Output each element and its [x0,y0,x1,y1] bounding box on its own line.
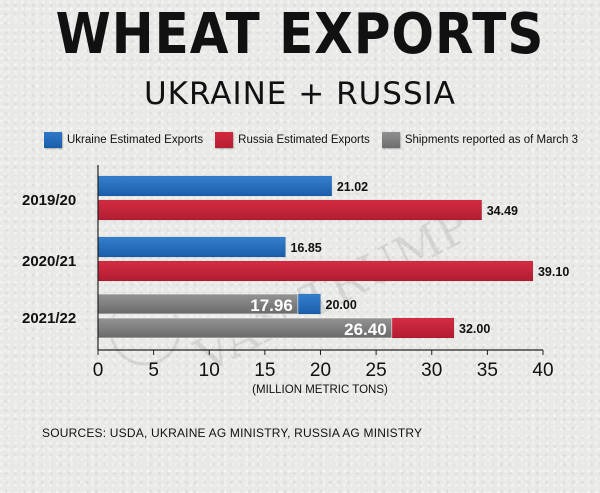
data-label: 32.00 [459,322,490,336]
bar-ukraine [97,175,333,197]
sources-note: SOURCES: USDA, UKRAINE AG MINISTRY, RUSS… [42,426,423,440]
data-label: 34.49 [487,204,518,218]
x-tick-label: 20 [310,360,331,381]
legend-swatch-shipments [381,132,400,148]
chart-title: WHEAT EXPORTS [55,1,545,67]
x-tick-label: 25 [366,360,387,381]
shipments-label: 26.40 [344,320,387,339]
legend-swatch-russia [215,132,234,148]
category-label: 2019/20 [22,192,76,209]
legend-item-russia: Russia Estimated Exports [215,132,370,148]
category-label: 2020/21 [22,253,76,270]
legend: Ukraine Estimated Exports Russia Estimat… [44,132,590,148]
x-tick-label: 30 [421,360,442,381]
x-tick-label: 40 [532,360,553,381]
bar-russia [97,260,534,282]
x-tick-label: 5 [148,360,159,381]
legend-swatch-ukraine [44,132,62,148]
x-tick-label: 10 [199,360,220,381]
legend-label-ukraine: Ukraine Estimated Exports [67,134,204,146]
x-tick-label: 0 [93,360,104,381]
data-label: 20.00 [326,298,357,312]
x-tick-label: 35 [477,360,498,381]
legend-item-shipments: Shipments reported as of March 3 [381,132,579,148]
data-label: 39.10 [538,265,569,279]
category-label: 2021/22 [22,310,76,327]
watermark: VAN TRUMP [109,198,479,383]
legend-item-ukraine: Ukraine Estimated Exports [44,132,203,148]
watermark-text: VAN TRUMP [186,198,479,383]
x-tick-label: 15 [254,360,275,381]
x-axis-title: (MILLION METRIC TONS) [252,384,388,396]
legend-label-russia: Russia Estimated Exports [238,134,370,146]
shipments-label: 17.96 [250,296,293,315]
data-label: 21.02 [337,180,368,194]
bar-russia [97,199,482,221]
legend-label-shipments: Shipments reported as of March 3 [404,134,579,146]
data-label: 16.85 [290,241,321,255]
chart-subtitle: UKRAINE + RUSSIA [143,76,457,112]
bar-ukraine [97,236,286,258]
